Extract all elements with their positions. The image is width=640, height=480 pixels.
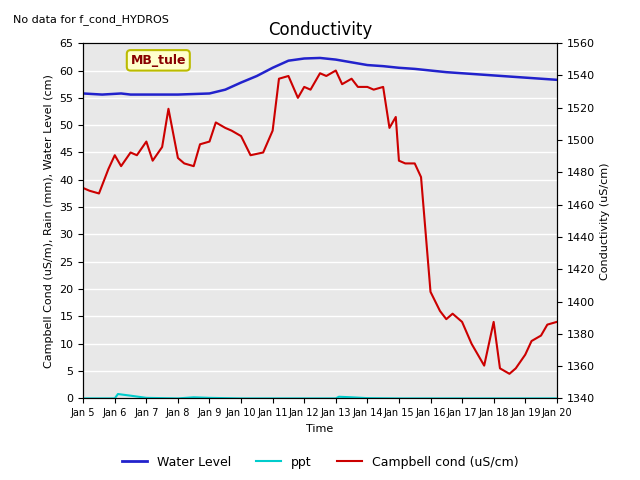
Y-axis label: Conductivity (uS/cm): Conductivity (uS/cm)	[600, 162, 611, 279]
Text: No data for f_cond_HYDROS: No data for f_cond_HYDROS	[13, 14, 169, 25]
Title: Conductivity: Conductivity	[268, 21, 372, 39]
Y-axis label: Campbell Cond (uS/m), Rain (mm), Water Level (cm): Campbell Cond (uS/m), Rain (mm), Water L…	[44, 74, 54, 368]
X-axis label: Time: Time	[307, 424, 333, 433]
Text: MB_tule: MB_tule	[131, 54, 186, 67]
Legend: Water Level, ppt, Campbell cond (uS/cm): Water Level, ppt, Campbell cond (uS/cm)	[116, 451, 524, 474]
